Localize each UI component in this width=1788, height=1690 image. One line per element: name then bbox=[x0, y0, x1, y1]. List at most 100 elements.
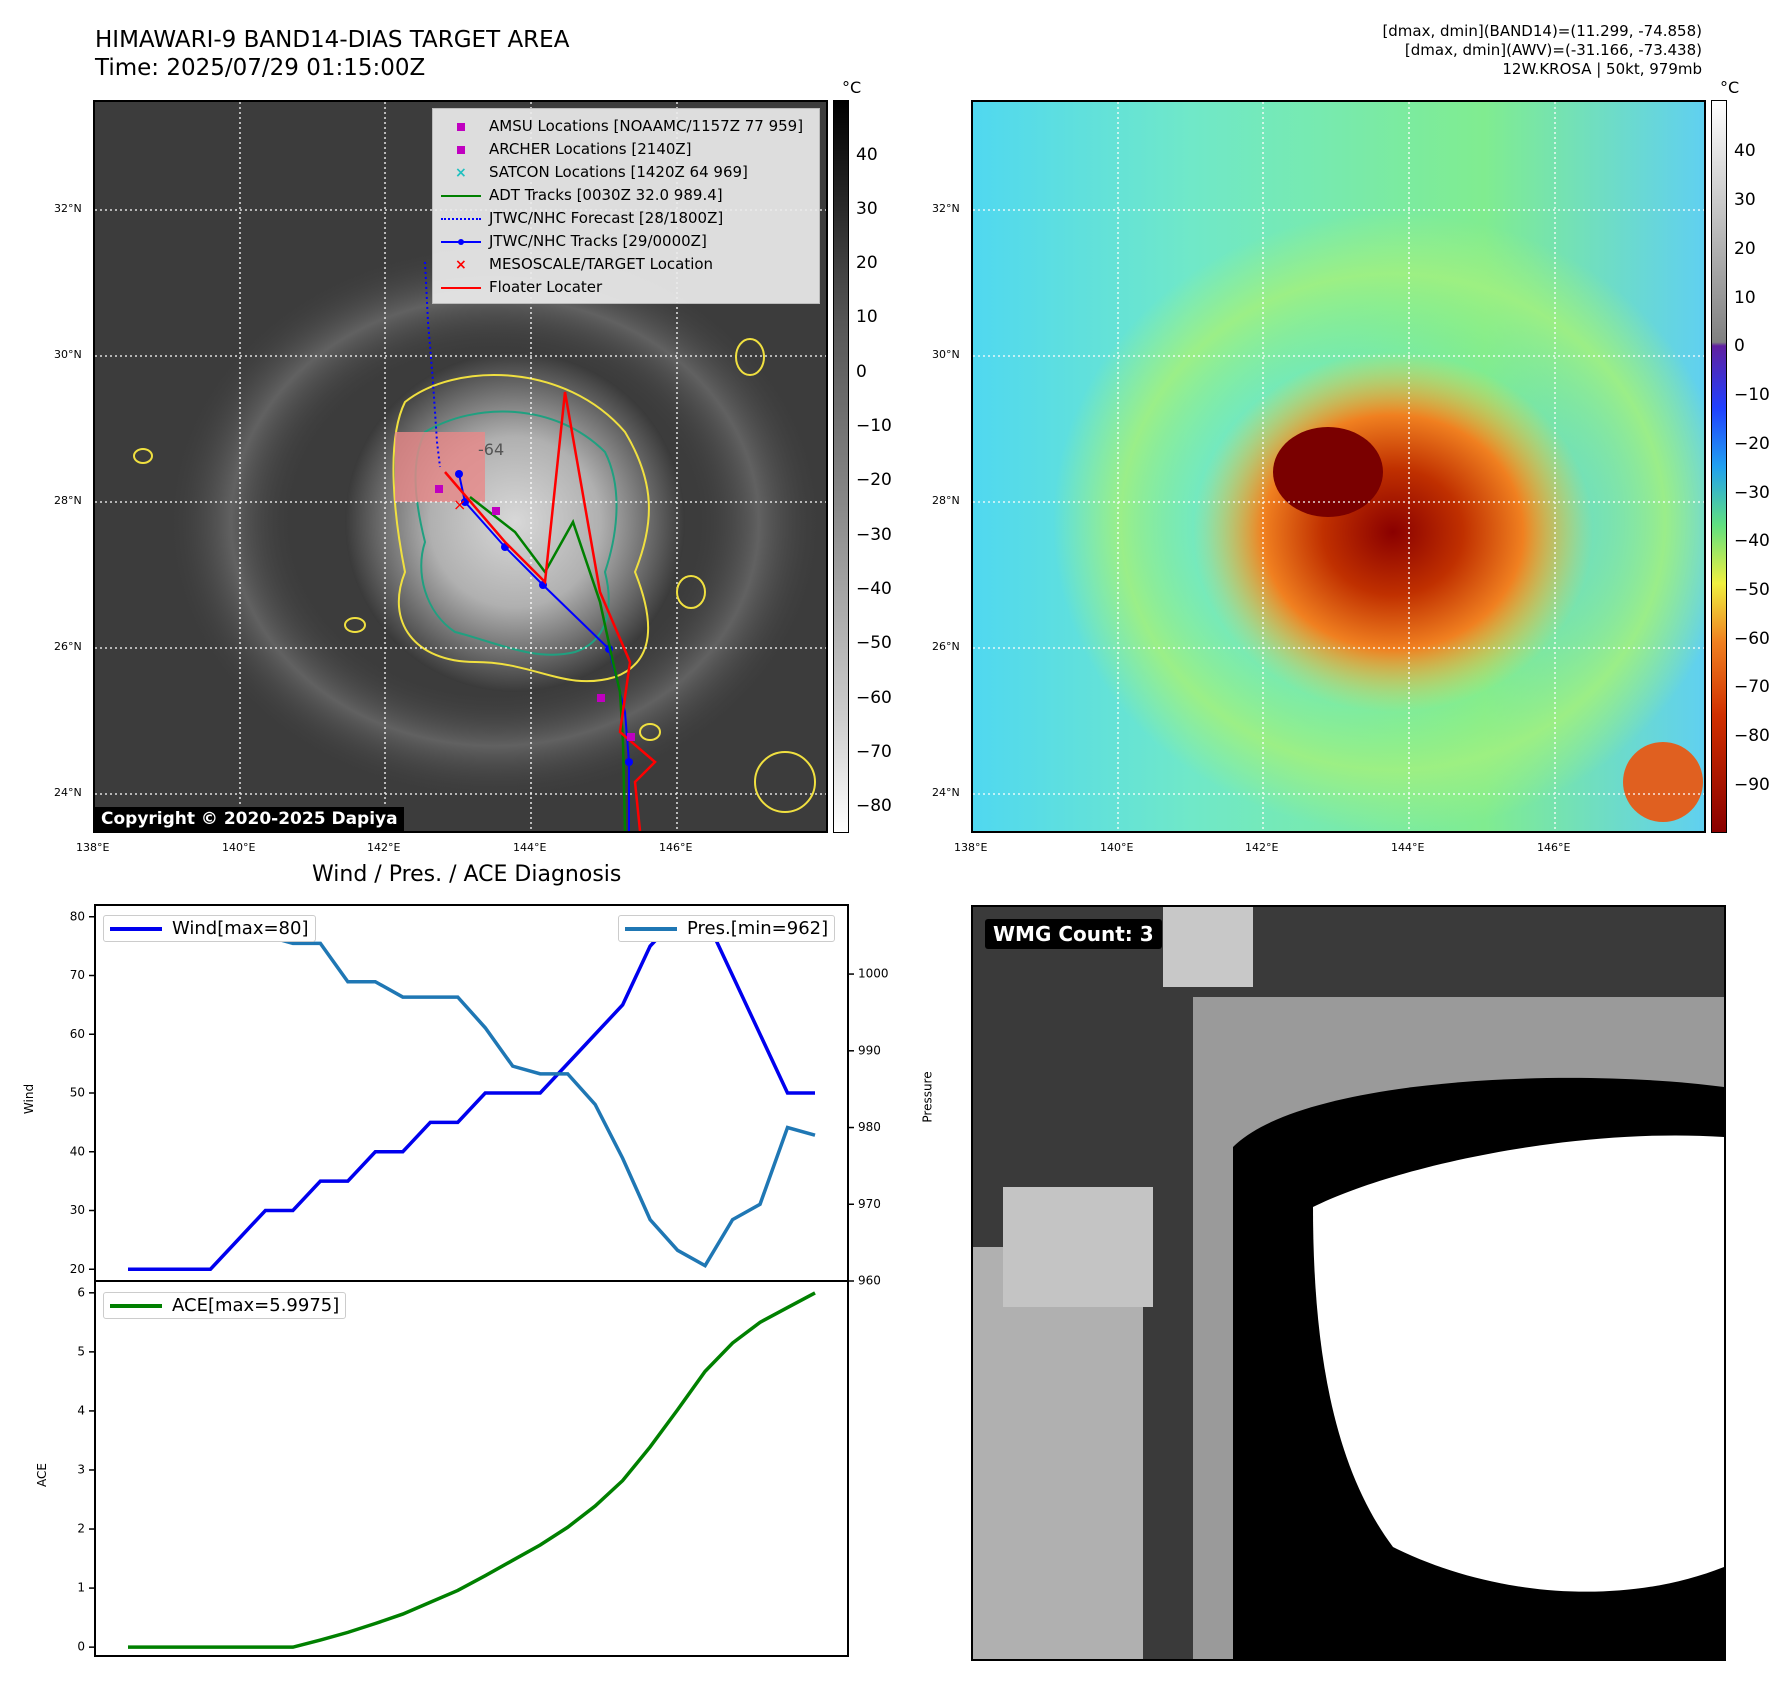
pressure-y-tick: 1000 bbox=[858, 967, 889, 981]
cb-tick: 20 bbox=[856, 253, 878, 273]
wind-y-tick: 40 bbox=[70, 1144, 85, 1158]
pressure-y-ticks: 960 970 980 990 1000 bbox=[848, 967, 889, 1288]
cb-tick: −80 bbox=[1734, 726, 1770, 746]
legend-item-forecast: JTWC/NHC Forecast [28/1800Z] bbox=[441, 207, 811, 230]
map-legend: AMSU Locations [NOAAMC/1157Z 77 959] ARC… bbox=[432, 108, 820, 304]
wind-legend: Wind[max=80] bbox=[103, 915, 316, 942]
wmg-light-patch bbox=[973, 1247, 1143, 1659]
legend-item-satcon: × SATCON Locations [1420Z 64 969] bbox=[441, 161, 811, 184]
ace-y-ticks: 0 1 2 3 4 5 6 bbox=[77, 1285, 95, 1654]
wind-y-tick: 20 bbox=[70, 1262, 85, 1276]
lat-tick: 30°N bbox=[54, 348, 82, 361]
ace-legend: ACE[max=5.9975] bbox=[103, 1292, 347, 1319]
legend-item-adt: ADT Tracks [0030Z 32.0 989.4] bbox=[441, 184, 811, 207]
wind-y-tick: 60 bbox=[70, 1027, 85, 1041]
lat-tick: 26°N bbox=[54, 640, 82, 653]
band14-map-panel: -64 × AMSU Locations bbox=[93, 100, 828, 833]
legend-label: JTWC/NHC Forecast [28/1800Z] bbox=[489, 209, 724, 227]
green-contour bbox=[414, 410, 618, 656]
dotted-line-icon bbox=[441, 212, 481, 226]
wind-pressure-axes bbox=[94, 904, 849, 1282]
eye-wall bbox=[1273, 427, 1383, 517]
wind-legend-label: Wind[max=80] bbox=[172, 918, 309, 939]
scattered-convection bbox=[133, 338, 816, 813]
legend-label: ARCHER Locations [2140Z] bbox=[489, 140, 692, 158]
amsu-archer-points bbox=[435, 485, 635, 741]
ace-y-tick: 0 bbox=[77, 1640, 85, 1654]
x-icon: × bbox=[455, 164, 467, 181]
legend-item-amsu: AMSU Locations [NOAAMC/1157Z 77 959] bbox=[441, 115, 811, 138]
cb-tick: −60 bbox=[1734, 629, 1770, 649]
x-icon: × bbox=[455, 256, 467, 273]
storm-core bbox=[1193, 352, 1593, 712]
wmg-white-core bbox=[1313, 1135, 1724, 1592]
lat-tick: 24°N bbox=[54, 786, 82, 799]
wind-y-tick: 30 bbox=[70, 1203, 85, 1217]
cb-tick: −60 bbox=[856, 688, 892, 708]
enhanced-ir-map-svg bbox=[973, 102, 1704, 831]
cb-tick: 30 bbox=[1734, 190, 1756, 210]
cb-tick: −10 bbox=[856, 416, 892, 436]
cb-tick: 10 bbox=[856, 307, 878, 327]
cb-tick: 10 bbox=[1734, 288, 1756, 308]
storm-info: [dmax, dmin](BAND14)=(11.299, -74.858) [… bbox=[1382, 22, 1702, 79]
cb-tick: −20 bbox=[1734, 434, 1770, 454]
lon-tick: 138°E bbox=[76, 841, 110, 854]
cb-tick: 30 bbox=[856, 199, 878, 219]
floater-locater bbox=[444, 391, 657, 831]
cb-tick: −70 bbox=[856, 742, 892, 762]
cb-tick: 20 bbox=[1734, 239, 1756, 259]
line-dot-icon bbox=[441, 235, 481, 249]
legend-item-mesoscale: × MESOSCALE/TARGET Location bbox=[441, 253, 811, 276]
legend-item-jtwc-tracks: JTWC/NHC Tracks [29/0000Z] bbox=[441, 230, 811, 253]
wind-y-tick: 80 bbox=[70, 909, 85, 923]
legend-label: SATCON Locations [1420Z 64 969] bbox=[489, 163, 748, 181]
ace-y-tick: 2 bbox=[77, 1522, 85, 1536]
wind-pressure-chart: 20 30 40 50 60 70 80 960 970 980 990 1000 0 1 2 3 4 5 6 bbox=[70, 904, 889, 1657]
lat-tick: 32°N bbox=[932, 202, 960, 215]
jtwc-forecast-track bbox=[424, 261, 441, 468]
legend-label: Floater Locater bbox=[489, 278, 603, 296]
enhanced-ir-map-panel bbox=[971, 100, 1706, 833]
lon-tick: 140°E bbox=[222, 841, 256, 854]
pressure-y-tick: 960 bbox=[858, 1274, 881, 1288]
cb-tick: −90 bbox=[1734, 775, 1770, 795]
copyright-badge: Copyright © 2020-2025 Dapiya bbox=[95, 807, 404, 831]
ace-y-tick: 4 bbox=[77, 1403, 85, 1417]
wmg-midgray-patch bbox=[1003, 1187, 1153, 1307]
pressure-legend-label: Pres.[min=962] bbox=[687, 918, 829, 939]
figure-title: HIMAWARI-9 BAND14-DIAS TARGET AREA Time:… bbox=[95, 26, 569, 82]
info-line-3: 12W.KROSA | 50kt, 979mb bbox=[1502, 60, 1702, 78]
pressure-ylabel: Pressure bbox=[920, 1071, 935, 1123]
wmg-light-top bbox=[1163, 907, 1253, 987]
cb-tick: −50 bbox=[1734, 580, 1770, 600]
ace-y-tick: 3 bbox=[77, 1462, 85, 1476]
wind-y-tick: 50 bbox=[70, 1086, 85, 1100]
wmg-panel: WMG Count: 3 bbox=[971, 905, 1726, 1661]
line-icon bbox=[441, 189, 481, 203]
cb-tick: −40 bbox=[1734, 531, 1770, 551]
warm-patch bbox=[1623, 742, 1703, 822]
map-gridlines bbox=[973, 102, 1704, 831]
ace-legend-label: ACE[max=5.9975] bbox=[172, 1295, 340, 1316]
legend-item-floater: Floater Locater bbox=[441, 276, 811, 299]
pressure-y-tick: 970 bbox=[858, 1197, 881, 1211]
cb-tick: −80 bbox=[856, 796, 892, 816]
pressure-y-tick: 980 bbox=[858, 1120, 881, 1134]
cb-tick: −10 bbox=[1734, 385, 1770, 405]
wmg-image bbox=[973, 907, 1724, 1659]
lat-tick: 28°N bbox=[932, 494, 960, 507]
cb-tick: 40 bbox=[1734, 141, 1756, 161]
cb-tick: −30 bbox=[1734, 483, 1770, 503]
lon-tick: 144°E bbox=[513, 841, 547, 854]
title-line-2: Time: 2025/07/29 01:15:00Z bbox=[95, 55, 426, 81]
square-icon bbox=[441, 120, 481, 134]
wmg-count-badge: WMG Count: 3 bbox=[985, 919, 1162, 949]
contour-label: -64 bbox=[478, 440, 504, 459]
lat-tick: 26°N bbox=[932, 640, 960, 653]
wind-legend-swatch bbox=[110, 926, 162, 931]
pressure-legend-swatch bbox=[625, 926, 677, 931]
legend-label: AMSU Locations [NOAAMC/1157Z 77 959] bbox=[489, 117, 804, 135]
ace-ylabel: ACE bbox=[34, 1463, 49, 1487]
jtwc-track bbox=[458, 473, 630, 831]
